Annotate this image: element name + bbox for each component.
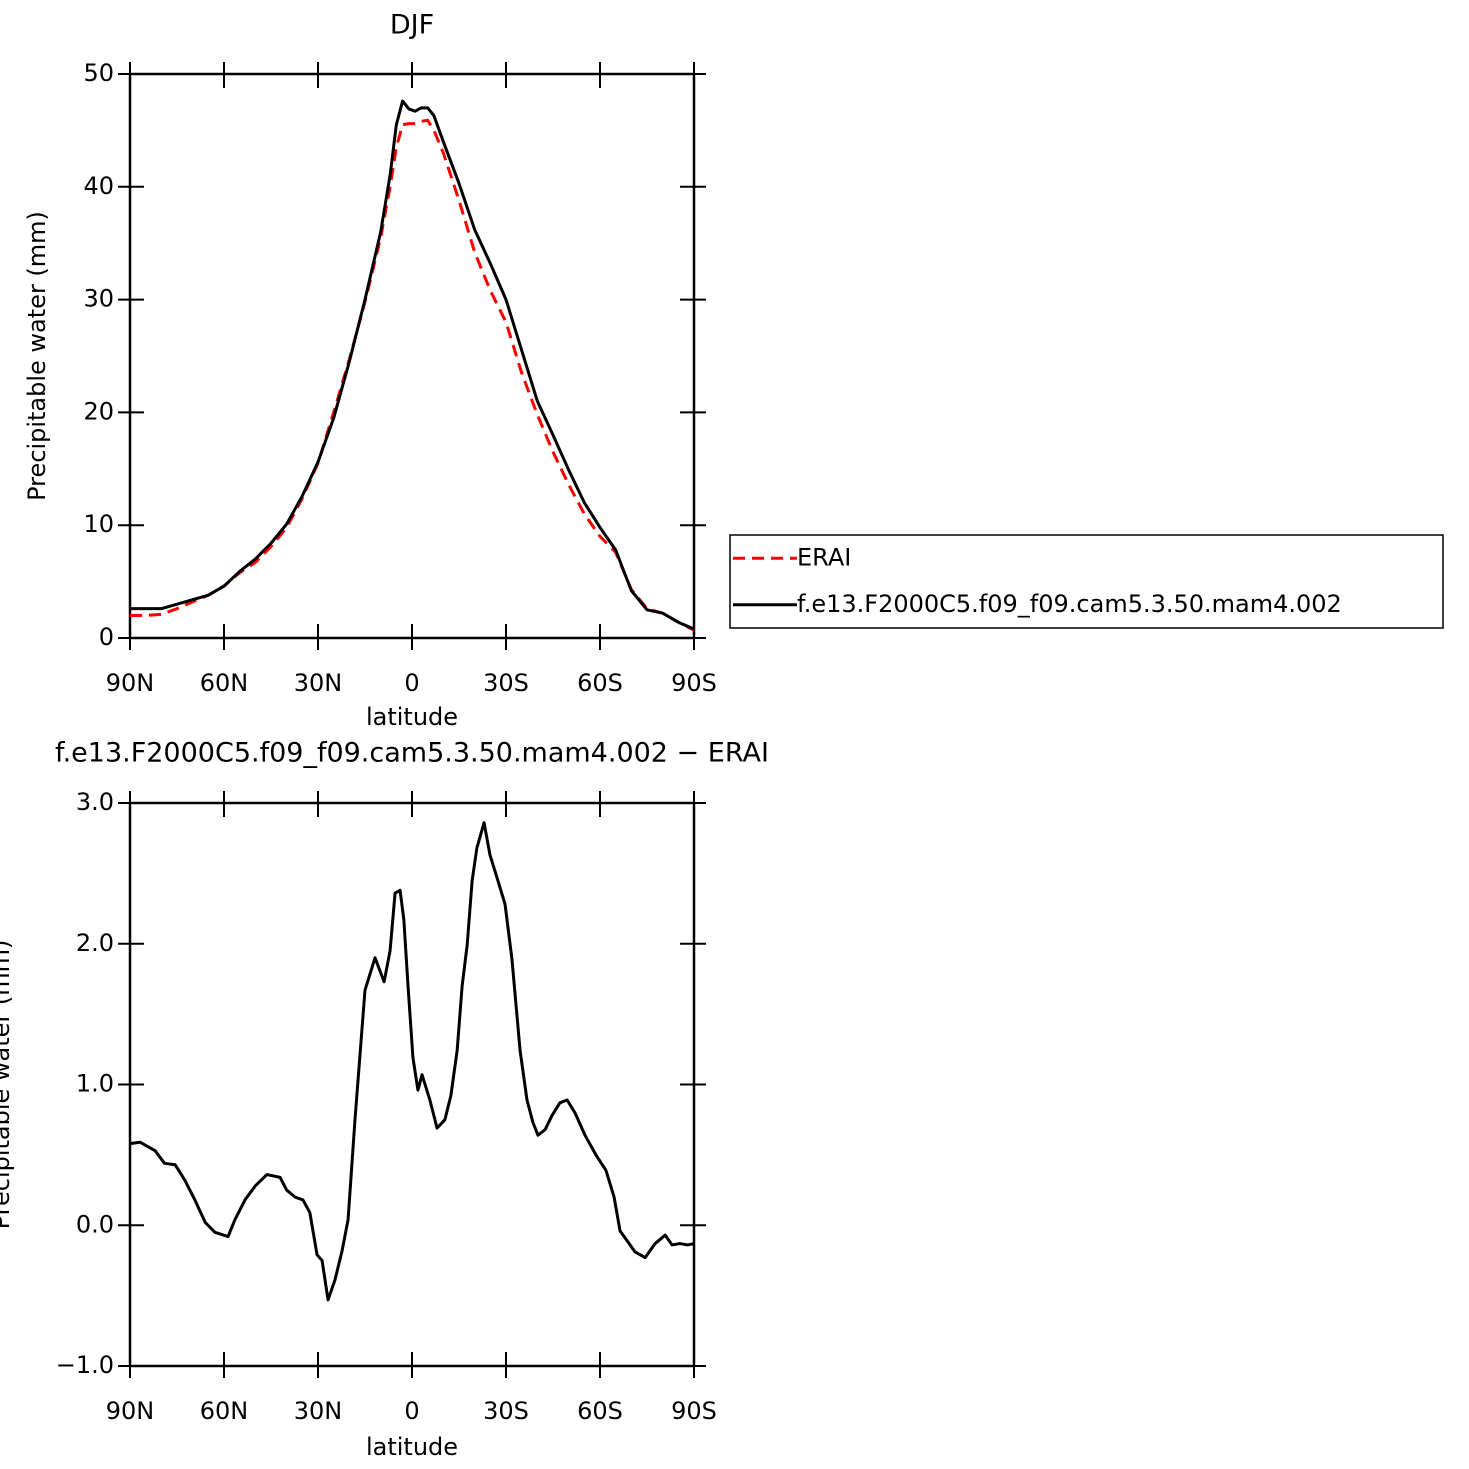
x-tick-label: 0	[404, 1397, 419, 1425]
y-tick-label: 40	[83, 172, 114, 200]
y-tick-label: 0	[99, 623, 114, 651]
x-tick-label: 90N	[106, 669, 155, 697]
y-axis-label: Precipitable water (mm)	[23, 211, 51, 501]
plot-frame	[128, 801, 696, 1368]
y-tick-label: 30	[83, 285, 114, 313]
y-tick-label: 2.0	[76, 929, 114, 957]
y-tick-label: 10	[83, 510, 114, 538]
y-tick-label: 0.0	[76, 1210, 114, 1238]
x-tick-label: 60N	[200, 669, 249, 697]
y-tick-label: −1.0	[56, 1351, 114, 1379]
y-tick-label: 3.0	[76, 788, 114, 816]
data-line	[130, 99, 695, 631]
x-axis-label: latitude	[366, 1433, 458, 1461]
x-tick-label: 90S	[671, 669, 717, 697]
data-line	[129, 821, 695, 1302]
legend-label: f.e13.F2000C5.f09_f09.cam5.3.50.mam4.002	[797, 590, 1342, 618]
x-tick-label: 60N	[200, 1397, 249, 1425]
y-tick-label: 1.0	[76, 1070, 114, 1098]
x-tick-label: 60S	[577, 669, 623, 697]
x-tick-label: 60S	[577, 1397, 623, 1425]
y-tick-label: 50	[83, 59, 114, 87]
chart-title: DJF	[390, 10, 434, 41]
x-axis-label: latitude	[366, 703, 458, 731]
x-tick-label: 0	[404, 669, 419, 697]
x-tick-label: 30S	[483, 669, 529, 697]
x-tick-label: 30S	[483, 1397, 529, 1425]
plot-frame	[128, 72, 696, 640]
x-tick-label: 90S	[671, 1397, 717, 1425]
y-tick-label: 20	[83, 397, 114, 425]
legend-label: ERAI	[797, 543, 851, 571]
y-axis-label: Precipitable water (mm)	[0, 940, 15, 1230]
x-tick-label: 30N	[294, 1397, 343, 1425]
legend-box	[729, 534, 1444, 629]
x-tick-label: 90N	[106, 1397, 155, 1425]
data-line	[130, 118, 695, 632]
chart-title: f.e13.F2000C5.f09_f09.cam5.3.50.mam4.002…	[55, 738, 769, 769]
x-tick-label: 30N	[294, 669, 343, 697]
